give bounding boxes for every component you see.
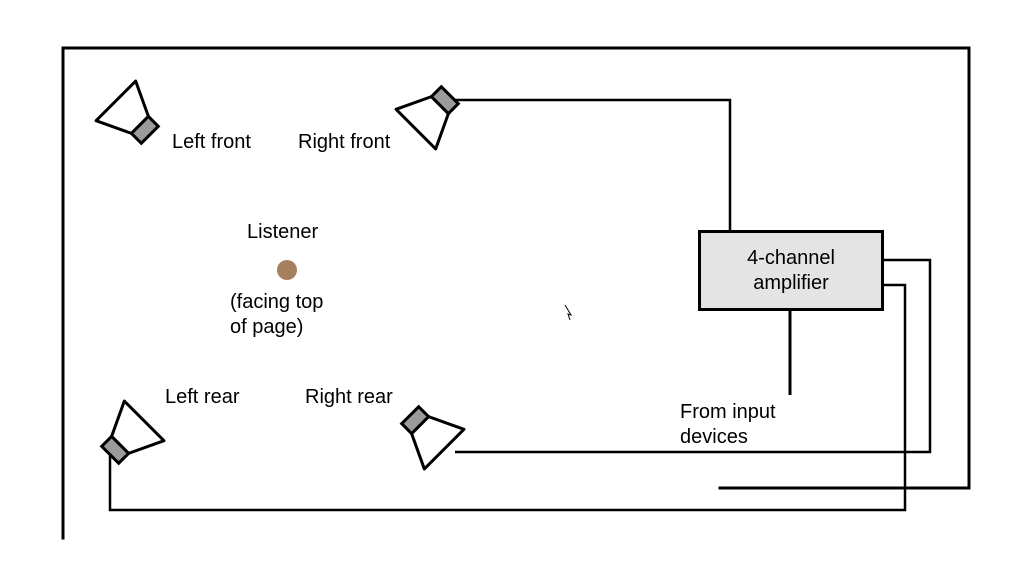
- speaker-left-rear-icon: [90, 401, 164, 475]
- diagram-stage: Left front Right front Left rear Right r…: [0, 0, 1024, 576]
- label-right-front: Right front: [298, 130, 390, 155]
- label-left-rear: Left rear: [165, 385, 239, 410]
- wire-right-front: [455, 100, 730, 230]
- amplifier-line1: 4-channel: [747, 247, 835, 269]
- speaker-right-front-icon: [396, 75, 470, 149]
- label-input-devices: From input devices: [680, 400, 776, 450]
- speaker-right-rear-icon: [390, 395, 464, 469]
- label-right-rear: Right rear: [305, 385, 393, 410]
- label-listener: Listener: [247, 220, 318, 245]
- label-left-front: Left front: [172, 130, 251, 155]
- cursor-icon: [565, 305, 571, 320]
- label-listener-sub: (facing top of page): [230, 290, 323, 340]
- speaker-left-front-icon: [96, 81, 170, 155]
- amplifier-box: 4-channel amplifier: [698, 230, 884, 311]
- listener-dot-icon: [277, 260, 297, 280]
- amplifier-line2: amplifier: [753, 272, 829, 294]
